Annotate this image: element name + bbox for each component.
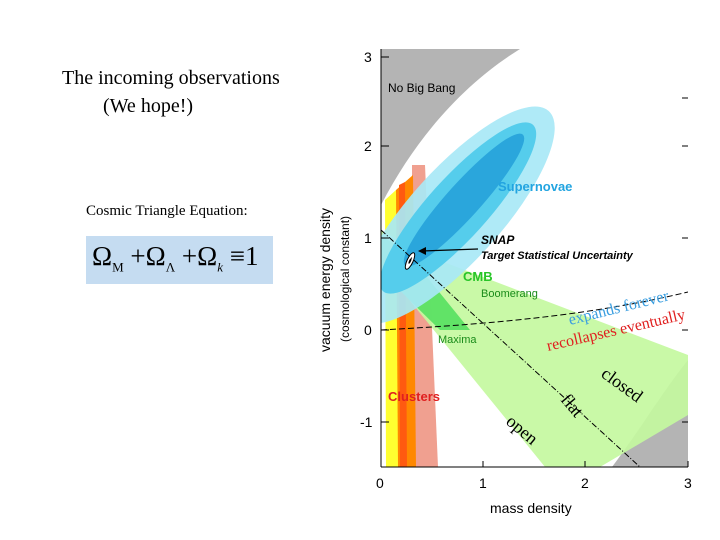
expansion-boundary (381, 291, 688, 331)
no-big-bang-region (381, 49, 520, 205)
y-tick-label: 2 (364, 138, 372, 154)
snap-sublabel: Target Statistical Uncertainty (481, 250, 634, 262)
boomerang-label: Boomerang (481, 288, 538, 300)
y-tick-label: 1 (364, 230, 372, 246)
x-axis-label: mass density (490, 500, 572, 516)
slide-title-line1: The incoming observations (62, 67, 280, 89)
y-tick-label: 3 (364, 49, 372, 65)
equation-box: ΩM +ΩΛ +Ωk ≡1 (86, 236, 273, 284)
snap-core (408, 258, 412, 264)
supernovae-label: Supernovae (498, 179, 572, 194)
maxima-label: Maxima (438, 334, 477, 346)
y-tick-label: 0 (364, 322, 372, 338)
y-tick-label: -1 (360, 414, 373, 430)
y-tick-marks (381, 56, 688, 423)
y-axis-sublabel: (cosmological constant) (338, 216, 352, 342)
x-tick-label: 2 (581, 475, 589, 491)
x-tick-label: 0 (376, 475, 384, 491)
no-big-bang-label: No Big Bang (388, 81, 455, 95)
flat-line (381, 229, 641, 467)
x-tick-label: 3 (684, 475, 692, 491)
supernovae-inner-contour (403, 133, 525, 267)
cmb-outer-wedge (381, 230, 688, 467)
x-tick-label: 1 (479, 475, 487, 491)
y-axis-label: vacuum energy density (317, 208, 333, 352)
slide-title-line2: (We hope!) (103, 95, 194, 117)
snap-arrow (421, 248, 479, 252)
clusters-label: Clusters (388, 389, 440, 404)
cmb-label: CMB (463, 269, 493, 284)
snap-arrowhead (418, 247, 426, 255)
cosmic-triangle-chart: 3 2 1 0 -1 0 1 2 3 mass density vacuum e… (317, 49, 692, 516)
cosmic-triangle-label: Cosmic Triangle Equation: (86, 203, 248, 219)
cosmic-triangle-equation: ΩM +ΩΛ +Ωk ≡1 (92, 241, 259, 275)
snap-label: SNAP (481, 233, 515, 247)
x-tick-marks (482, 461, 689, 467)
